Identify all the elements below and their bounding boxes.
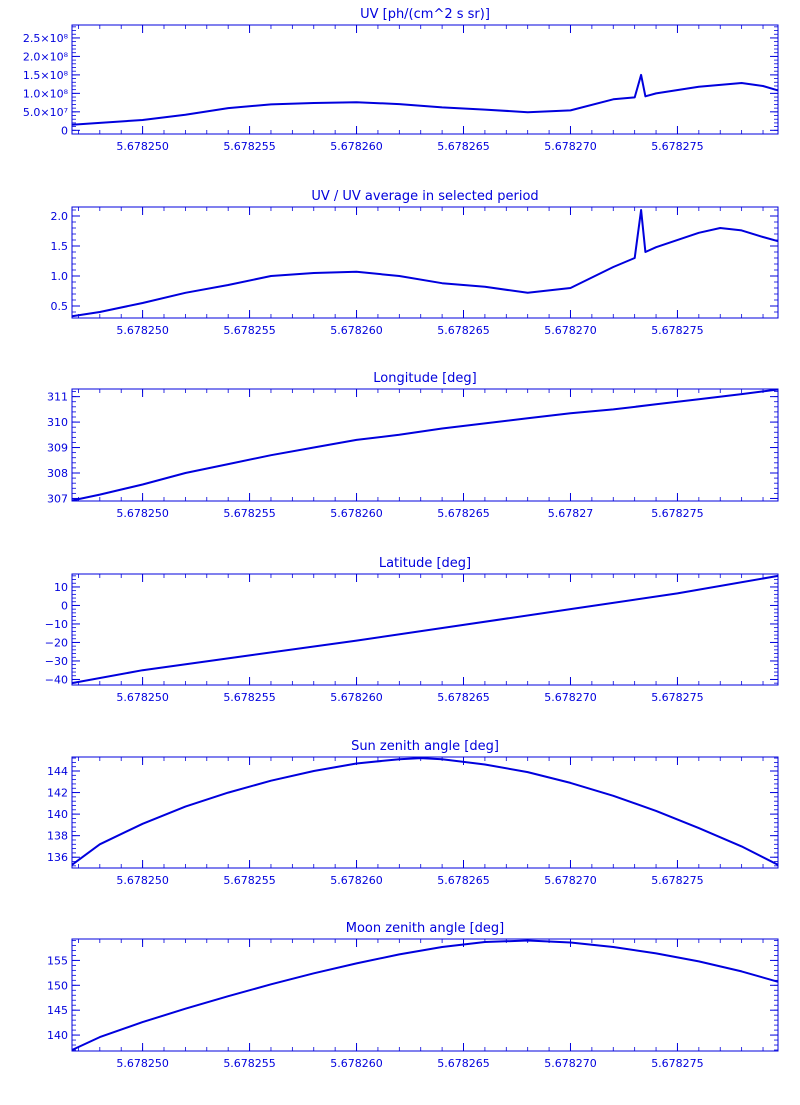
y-tick-label: 310 — [47, 416, 68, 429]
plot-frame — [71, 573, 779, 686]
panel-2: UV / UV average in selected period 5.6782… — [51, 189, 779, 337]
x-tick-label: 5.678250 — [116, 874, 169, 887]
y-tick-label: 142 — [47, 787, 68, 800]
y-tick-label: −30 — [45, 655, 68, 668]
y-tick-label: 0 — [61, 599, 68, 612]
x-tick-label: 5.678250 — [116, 140, 169, 153]
series-line — [71, 73, 779, 126]
y-tick-label: 155 — [47, 954, 68, 967]
y-tick-label: 136 — [47, 851, 68, 864]
plot-frame — [71, 24, 779, 135]
y-tick-label: 1.0×10⁸ — [23, 87, 69, 100]
x-tick-label: 5.67827 — [548, 507, 594, 520]
x-tick-label: 5.678265 — [437, 1057, 490, 1070]
y-tick-label: 308 — [47, 467, 68, 480]
x-tick-label: 5.678250 — [116, 507, 169, 520]
y-tick-label: 140 — [47, 808, 68, 821]
x-tick-label: 5.678270 — [544, 324, 597, 337]
y-tick-label: −10 — [45, 618, 68, 631]
x-tick-label: 5.678250 — [116, 1057, 169, 1070]
panel-5: Sun zenith angle [deg] 5.678250 5.678255 5.… — [47, 739, 779, 887]
x-tick-label: 5.678275 — [651, 507, 704, 520]
y-tick-label: −20 — [45, 636, 68, 649]
x-tick-label: 5.678260 — [330, 507, 383, 520]
series-line — [71, 939, 779, 1051]
plot-frame — [71, 206, 779, 319]
x-tick-label: 5.678250 — [116, 691, 169, 704]
chart-title: Moon zenith angle [deg] — [346, 921, 504, 936]
x-tick-label: 5.678275 — [651, 874, 704, 887]
series-line — [71, 574, 779, 685]
series-line — [71, 388, 779, 502]
panel-1: UV [ph/(cm^2 s sr)] 5.678250 5.678255 5.678… — [23, 7, 779, 153]
x-tick-label: 5.678275 — [651, 691, 704, 704]
chart-title: Latitude [deg] — [379, 556, 471, 571]
y-tick-label: 1.0 — [51, 270, 69, 283]
x-tick-label: 5.678260 — [330, 1057, 383, 1070]
chart-title: Longitude [deg] — [373, 371, 476, 386]
y-tick-label: 145 — [47, 1004, 68, 1017]
x-tick-label: 5.678275 — [651, 1057, 704, 1070]
x-tick-label: 5.678275 — [651, 140, 704, 153]
x-tick-label: 5.678260 — [330, 140, 383, 153]
y-tick-label: 140 — [47, 1029, 68, 1042]
series-line — [71, 757, 779, 866]
y-tick-label: 1.5×10⁸ — [23, 69, 69, 82]
x-tick-label: 5.678270 — [544, 691, 597, 704]
x-tick-label: 5.678265 — [437, 324, 490, 337]
y-tick-label: 2.0×10⁸ — [23, 50, 69, 63]
plot-frame — [71, 756, 779, 869]
y-tick-label: 5.0×10⁷ — [23, 106, 68, 119]
y-tick-label: 10 — [54, 581, 68, 594]
y-tick-label: −40 — [45, 673, 68, 686]
x-tick-label: 5.678260 — [330, 691, 383, 704]
x-tick-label: 5.678260 — [330, 874, 383, 887]
x-tick-label: 5.678265 — [437, 507, 490, 520]
y-tick-label: 1.5 — [51, 240, 69, 253]
x-tick-label: 5.678275 — [651, 324, 704, 337]
panel-4: Latitude [deg] 5.678250 5.678255 5.678260 5.… — [45, 556, 779, 704]
x-tick-label: 5.678255 — [223, 324, 276, 337]
x-tick-label: 5.678255 — [223, 874, 276, 887]
x-tick-label: 5.678270 — [544, 874, 597, 887]
x-tick-label: 5.678255 — [223, 691, 276, 704]
chart-title: UV / UV average in selected period — [311, 189, 538, 204]
y-tick-label: 0 — [61, 124, 68, 137]
chart-title: UV [ph/(cm^2 s sr)] — [360, 7, 490, 22]
x-tick-label: 5.678265 — [437, 691, 490, 704]
x-tick-label: 5.678255 — [223, 140, 276, 153]
x-tick-label: 5.678265 — [437, 140, 490, 153]
y-tick-label: 138 — [47, 830, 68, 843]
x-tick-label: 5.678260 — [330, 324, 383, 337]
x-tick-label: 5.678270 — [544, 140, 597, 153]
x-tick-label: 5.678255 — [223, 507, 276, 520]
y-tick-label: 150 — [47, 979, 68, 992]
plot-frame — [71, 388, 779, 502]
panel-3: Longitude [deg] 5.678250 5.678255 5.678260 5… — [47, 371, 779, 520]
y-tick-label: 2.0 — [51, 210, 69, 223]
y-tick-label: 309 — [47, 442, 68, 455]
y-tick-label: 2.5×10⁸ — [23, 32, 69, 45]
x-tick-label: 5.678265 — [437, 874, 490, 887]
chart-title: Sun zenith angle [deg] — [351, 739, 499, 754]
x-tick-label: 5.678270 — [544, 1057, 597, 1070]
y-tick-label: 0.5 — [51, 300, 69, 313]
panel-6: Moon zenith angle [deg] 5.678250 5.678255 5… — [47, 921, 779, 1070]
series-line — [71, 209, 779, 318]
x-tick-label: 5.678255 — [223, 1057, 276, 1070]
x-tick-label: 5.678250 — [116, 324, 169, 337]
y-tick-label: 307 — [47, 492, 68, 505]
y-tick-label: 144 — [47, 765, 68, 778]
y-tick-label: 311 — [47, 391, 68, 404]
